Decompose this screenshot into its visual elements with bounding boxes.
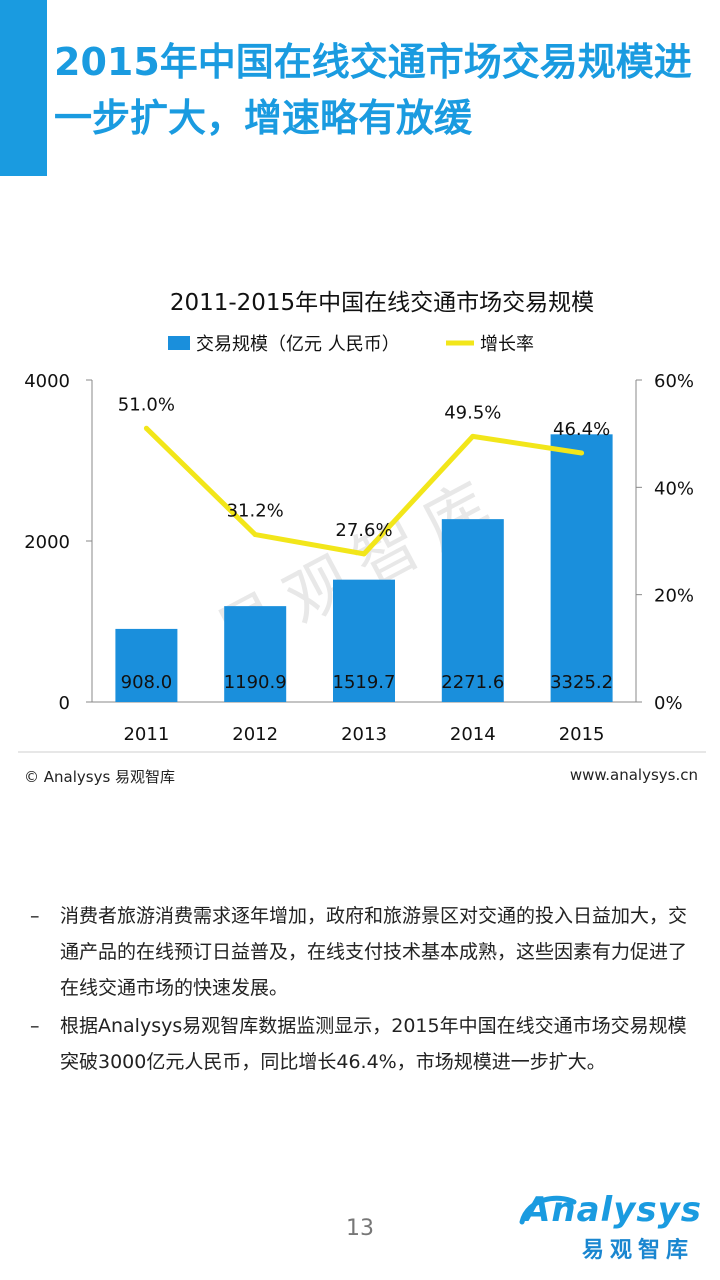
line-data-label: 31.2% (227, 501, 284, 522)
growth-point (252, 532, 258, 538)
y-left-tick-label: 4000 (24, 371, 70, 392)
line-data-label: 49.5% (444, 402, 501, 423)
bullet-item: – 消费者旅游消费需求逐年增加，政府和旅游景区对交通的投入日益加大，交通产品的在… (30, 898, 702, 1006)
copyright-text: © Analysys 易观智库 (24, 768, 176, 786)
bar-data-label: 908.0 (121, 672, 173, 693)
bar-data-label: 3325.2 (550, 672, 613, 693)
y-right-tick-label: 60% (654, 371, 694, 392)
x-tick-label: 2014 (450, 724, 496, 745)
growth-point (579, 450, 585, 456)
bar (333, 579, 395, 702)
website-link[interactable]: www.analysys.cn (569, 766, 698, 784)
bar (224, 606, 287, 702)
legend-label-bar: 交易规模（亿元 人民币） (196, 334, 400, 355)
bar-data-label: 1519.7 (333, 672, 396, 693)
line-data-label: 46.4% (553, 419, 610, 440)
bar-data-label: 2271.6 (441, 672, 504, 693)
growth-point (361, 551, 367, 557)
growth-point (143, 425, 149, 431)
bullet-list: – 消费者旅游消费需求逐年增加，政府和旅游景区对交通的投入日益加大，交通产品的在… (30, 898, 702, 1082)
logo-chinese: 易观智库 (581, 1238, 694, 1263)
y-right-tick-label: 0% (654, 693, 683, 714)
slide-title: 2015年中国在线交通市场交易规模进一步扩大，增速略有放缓 (54, 40, 692, 140)
page-number: 13 (346, 1216, 374, 1241)
legend-swatch-bar (168, 336, 190, 350)
line-data-label: 27.6% (335, 520, 392, 541)
bullet-marker: – (30, 905, 40, 927)
x-tick-label: 2015 (559, 724, 605, 745)
bar (550, 434, 613, 702)
bullet-marker: – (30, 1015, 40, 1037)
logo-swoosh-icon (519, 1195, 577, 1225)
y-left-tick-label: 2000 (24, 532, 70, 553)
x-tick-label: 2011 (123, 724, 169, 745)
title-accent-bar (0, 0, 47, 176)
bullet-text: 消费者旅游消费需求逐年增加，政府和旅游景区对交通的投入日益加大，交通产品的在线预… (60, 905, 688, 999)
line-data-label: 51.0% (118, 394, 175, 415)
bar (441, 519, 504, 702)
growth-point (470, 433, 476, 439)
x-tick-label: 2012 (232, 724, 278, 745)
analysys-logo: Analysys 易观智库 (516, 1190, 702, 1263)
legend-label-line: 增长率 (480, 334, 534, 355)
y-right-tick-label: 20% (654, 586, 694, 607)
logo-wordmark: Analysys (524, 1190, 702, 1230)
y-right-tick-label: 40% (654, 478, 694, 499)
chart-container: 易观智库 2011-2015年中国在线交通市场交易规模 交易规模（亿元 人民币） 增长… (0, 270, 720, 760)
chart-title: 2011-2015年中国在线交通市场交易规模 (170, 290, 594, 316)
bar-data-label: 1190.9 (224, 672, 287, 693)
bar (115, 628, 178, 702)
bullet-text: 根据Analysys易观智库数据监测显示，2015年中国在线交通市场交易规模突破… (60, 1015, 687, 1073)
bullet-item: – 根据Analysys易观智库数据监测显示，2015年中国在线交通市场交易规模… (30, 1008, 702, 1080)
x-tick-label: 2013 (341, 724, 387, 745)
y-left-tick-label: 0 (59, 693, 70, 714)
